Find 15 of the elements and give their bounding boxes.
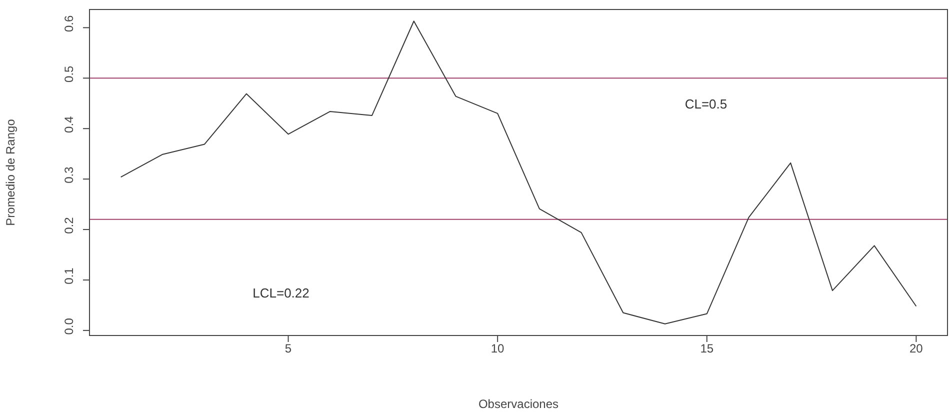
x-tick-label: 20 bbox=[910, 342, 924, 356]
y-axis-title: Promedio de Rango bbox=[3, 118, 18, 226]
y-tick-label: 0.2 bbox=[62, 216, 76, 234]
x-axis-title: Observaciones bbox=[478, 397, 559, 411]
annotation: LCL=0.22 bbox=[252, 286, 310, 300]
y-tick-label: 0.4 bbox=[62, 116, 76, 133]
annotation: CL=0.5 bbox=[684, 96, 728, 112]
y-tick-label: 0.0 bbox=[62, 318, 76, 335]
x-tick-label: 5 bbox=[284, 342, 292, 356]
y-tick-label: 0.3 bbox=[62, 166, 76, 184]
y-tick-label: 0.5 bbox=[62, 65, 76, 82]
y-tick-label: 0.1 bbox=[62, 267, 76, 284]
x-tick-label: 15 bbox=[700, 342, 714, 356]
y-tick-label: 0.6 bbox=[62, 15, 76, 32]
x-tick-label: 10 bbox=[490, 342, 505, 356]
